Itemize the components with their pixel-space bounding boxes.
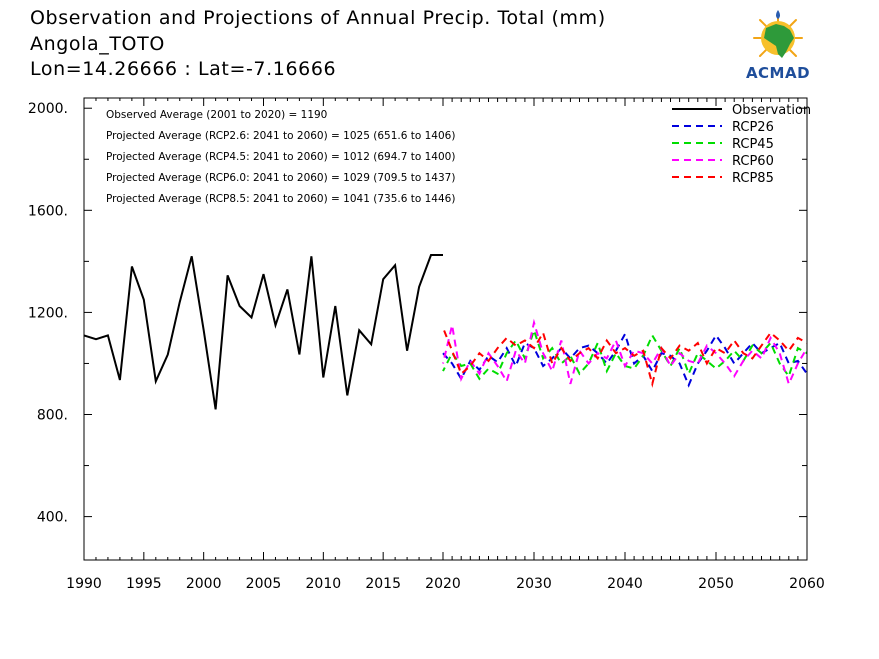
legend-label: RCP26 [732, 120, 774, 135]
y-tick-label: 1600. [28, 203, 68, 219]
chart-title: Observation and Projections of Annual Pr… [30, 7, 606, 29]
legend-label: RCP45 [732, 137, 774, 152]
logo-text: ACMAD [745, 64, 811, 82]
annotation-text: Projected Average (RCP4.5: 2041 to 2060)… [106, 151, 455, 163]
coordinates-label: Lon=14.26666 : Lat=-7.16666 [30, 58, 337, 80]
series-observation [83, 254, 443, 410]
legend-label: RCP60 [732, 154, 774, 169]
x-tick-label: 2005 [246, 576, 282, 592]
annotation-text: Projected Average (RCP6.0: 2041 to 2060)… [106, 172, 455, 184]
plot-frame [83, 97, 808, 561]
x-tick-label: 2050 [698, 576, 734, 592]
acmad-logo: ACMAD [738, 8, 818, 84]
y-tick-label: 800. [37, 408, 68, 424]
y-tick-label: 2000. [28, 101, 68, 117]
x-tick-label: 2000 [186, 576, 222, 592]
annotation-text: Observed Average (2001 to 2020) = 1190 [106, 109, 327, 121]
x-tick-label: 2020 [425, 576, 461, 592]
legend-label: Observation [732, 103, 811, 118]
series-rcp60 [442, 318, 808, 387]
annotation-text: Projected Average (RCP8.5: 2041 to 2060)… [106, 193, 455, 205]
x-tick-label: 2015 [365, 576, 401, 592]
africa-map-icon [753, 10, 803, 58]
x-tick-label: 2010 [306, 576, 342, 592]
series-rcp45 [442, 327, 808, 381]
x-tick-label: 1995 [126, 576, 162, 592]
annotation-text: Projected Average (RCP2.6: 2041 to 2060)… [106, 130, 455, 142]
location-label: Angola_TOTO [30, 33, 165, 55]
x-tick-label: 2060 [789, 576, 825, 592]
y-tick-label: 400. [37, 510, 68, 526]
x-tick-label: 2040 [607, 576, 643, 592]
y-tick-label: 1200. [28, 305, 68, 321]
legend-label: RCP85 [732, 171, 774, 186]
series-rcp26 [442, 331, 808, 388]
x-tick-label: 1990 [66, 576, 102, 592]
x-tick-label: 2030 [516, 576, 552, 592]
series-rcp85 [442, 327, 808, 388]
